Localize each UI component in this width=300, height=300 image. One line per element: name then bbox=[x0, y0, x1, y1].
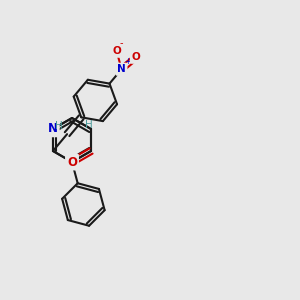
Text: H: H bbox=[55, 121, 63, 131]
Text: N: N bbox=[67, 155, 77, 169]
Text: N: N bbox=[117, 64, 126, 74]
Text: O: O bbox=[112, 46, 121, 56]
Text: N: N bbox=[48, 122, 58, 136]
Text: H: H bbox=[85, 120, 93, 130]
Text: -: - bbox=[120, 38, 123, 48]
Text: O: O bbox=[67, 155, 77, 169]
Text: O: O bbox=[131, 52, 140, 62]
Text: +: + bbox=[124, 57, 131, 66]
